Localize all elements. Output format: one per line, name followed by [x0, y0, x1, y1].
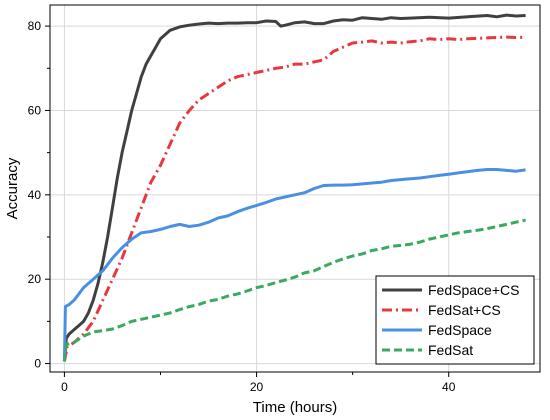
legend-label-fedspace-cs: FedSpace+CS: [428, 282, 519, 298]
series-line-fedspace-cs: [62, 13, 526, 362]
series-line-fedsat: [62, 218, 526, 362]
y-tick-label: 80: [28, 19, 42, 33]
legend: FedSpace+CS FedSat+CS FedSpace FedSat: [375, 275, 535, 365]
y-axis-title: Accuracy: [4, 157, 21, 219]
axes: 0 20 40 0 20 40 60 80: [28, 19, 456, 394]
legend-label-fedspace: FedSpace: [428, 322, 492, 338]
series-line-fedspace: [62, 168, 526, 362]
x-axis-title: Time (hours): [253, 399, 337, 416]
x-tick-label: 0: [61, 380, 68, 394]
legend-label-fedsat: FedSat: [428, 342, 473, 358]
x-tick-label: 40: [442, 380, 456, 394]
series-line-fedsat-cs: [62, 35, 526, 362]
y-tick-label: 0: [34, 357, 41, 371]
y-tick-label: 20: [28, 272, 42, 286]
y-tick-label: 60: [28, 103, 42, 117]
legend-label-fedsat-cs: FedSat+CS: [428, 302, 501, 318]
series-lines: [62, 13, 526, 362]
y-tick-label: 40: [28, 188, 42, 202]
plot-frame: [49, 4, 541, 373]
x-tick-label: 20: [250, 380, 264, 394]
